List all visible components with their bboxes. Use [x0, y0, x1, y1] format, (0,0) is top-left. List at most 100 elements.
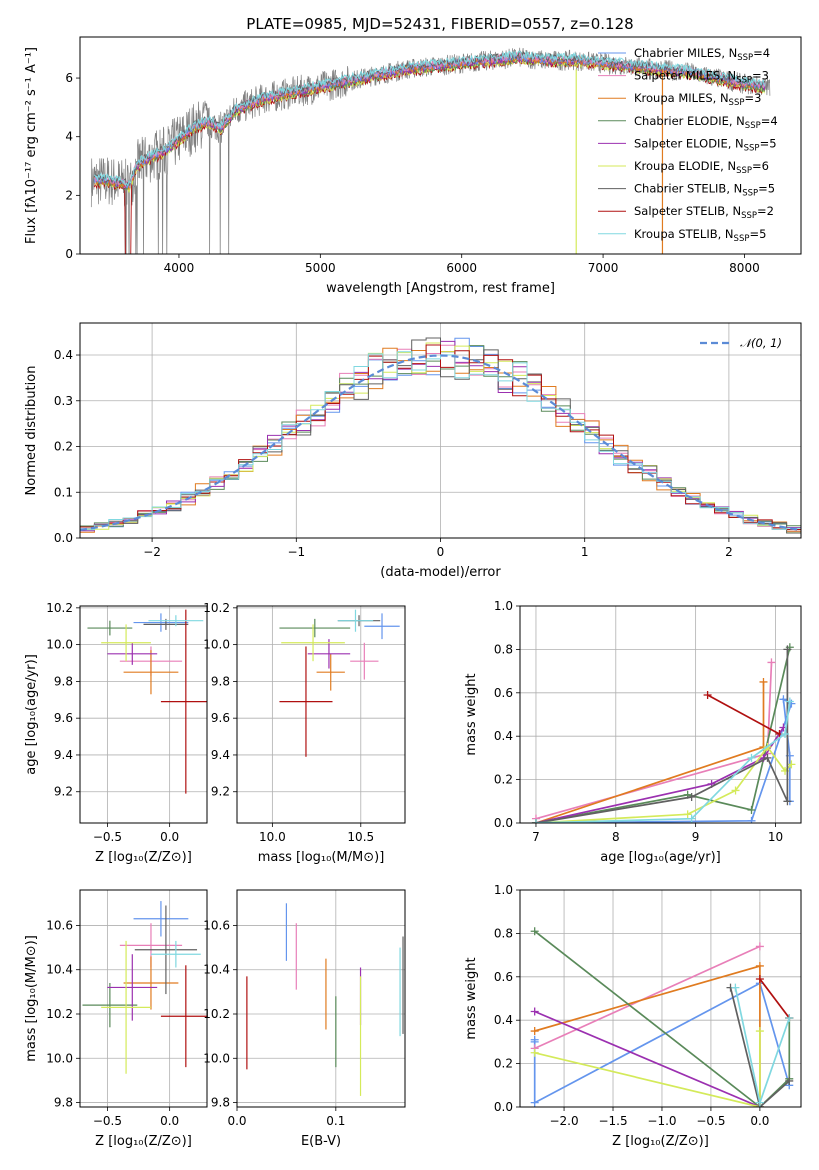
- panel-age-vs-mass: 10.0 10.5 9.2 9.4 9.6 9.8 10.0 10.2 mass [log₁₀(…: [203, 601, 406, 865]
- axes-frame: [236, 889, 406, 1108]
- y-tick-label: 9.4: [211, 748, 230, 762]
- legend-label-main: Kroupa STELIB, N: [634, 227, 734, 241]
- legend-label-sub: SSP: [737, 53, 753, 63]
- normal-distribution-curve: [80, 354, 801, 532]
- legend-label-main: Kroupa MILES, N: [634, 91, 729, 105]
- legend-label-sub: SSP: [745, 121, 761, 131]
- y-tick-label: 10.0: [46, 638, 73, 652]
- y-axis-label: Normed distribution: [24, 366, 39, 496]
- y-axis-label: mass weight: [464, 957, 479, 1039]
- legend-label-suffix: =4: [761, 114, 778, 128]
- legend-label-kroupa-miles: Kroupa MILES, NSSP=3: [634, 91, 761, 108]
- x-tick-label: −1.5: [598, 1114, 627, 1128]
- y-tick-label: 10.2: [203, 1007, 230, 1021]
- legend-label-sub: SSP: [744, 143, 760, 153]
- weight-marker-chabrier-miles: [779, 695, 788, 704]
- weight-marker-kroupa-stelib: [747, 753, 756, 762]
- axes-frame: [79, 36, 802, 255]
- x-tick-label: −1.0: [647, 1114, 676, 1128]
- x-axis-label: E(B-V): [301, 1134, 341, 1149]
- weight-marker-salpeter-elodie: [530, 1007, 539, 1016]
- panel-weight-vs-z: −2.0 −1.5 −1.0 −0.5 0.0 0.0 0.2 0.4 0.6 0.8 1.0 Z […: [464, 883, 802, 1149]
- weight-marker-kroupa-elodie: [755, 1027, 764, 1036]
- weight-marker-chabrier-elodie: [747, 805, 756, 814]
- legend-label-main: Salpeter MILES, N: [634, 69, 736, 83]
- weight-marker-kroupa-elodie: [787, 760, 796, 769]
- x-tick-label: 0.0: [160, 830, 179, 844]
- x-tick-label: 0.0: [160, 1114, 179, 1128]
- weight-marker-salpeter-stelib: [755, 974, 764, 983]
- y-tick-label: 10.6: [203, 918, 230, 932]
- y-tick-label: 10.6: [46, 918, 73, 932]
- legend-label-sub: SSP: [742, 189, 758, 199]
- weight-line-salpeter-elodie: [534, 1010, 761, 1107]
- model-spectrum-kroupa-stelib: [94, 50, 766, 187]
- panel-weight-vs-age: 7 8 9 10 0.0 0.2 0.4 0.6 0.8 1.0 age [log₁₀(age/yr…: [464, 599, 802, 865]
- x-tick-label: 10.0: [259, 830, 286, 844]
- x-axis-label: Z [log₁₀(Z/Z⊙)]: [95, 1134, 192, 1149]
- legend-label-salpeter-elodie: Salpeter ELODIE, NSSP=5: [634, 136, 777, 153]
- weight-marker-kroupa-miles: [759, 677, 768, 686]
- legend-label-sub: SSP: [729, 98, 745, 108]
- histogram-legend: 𝒩(0, 1): [700, 336, 782, 350]
- legend-label-sub: SSP: [736, 76, 752, 86]
- y-tick-label: 9.8: [211, 1096, 230, 1110]
- weight-marker-kroupa-stelib: [531, 819, 540, 823]
- x-tick-label: 0.1: [326, 1114, 345, 1128]
- legend-label-suffix: =4: [753, 46, 770, 60]
- legend-label-suffix: =5: [760, 136, 777, 150]
- y-axis-label: mass weight: [464, 673, 479, 755]
- y-axis-label: Flux [fλ10⁻¹⁷ erg cm⁻² s⁻¹ A⁻¹]: [24, 47, 39, 244]
- axes-frame: [519, 889, 802, 1108]
- x-axis-label: wavelength [Angstrom, rest frame]: [326, 281, 555, 296]
- x-tick-label: 9: [692, 830, 700, 844]
- legend-label-sub: SSP: [736, 166, 752, 176]
- plot-area: [531, 643, 796, 823]
- weight-marker-chabrier-stelib: [687, 792, 696, 801]
- legend-label-main: Chabrier MILES, N: [634, 46, 737, 60]
- x-tick-label: −0.5: [93, 1114, 122, 1128]
- legend-label-chabrier-miles: Chabrier MILES, NSSP=4: [634, 46, 770, 63]
- legend-label-main: Salpeter STELIB, N: [634, 204, 741, 218]
- x-tick-label: 7000: [588, 261, 619, 275]
- x-tick-label: 8: [612, 830, 620, 844]
- legend-label-main: Salpeter ELODIE, N: [634, 136, 744, 150]
- y-tick-label: 9.2: [54, 785, 73, 799]
- weight-line-kroupa-elodie: [534, 1031, 761, 1107]
- legend-label-main: Chabrier STELIB, N: [634, 182, 742, 196]
- y-tick-label: 1.0: [494, 599, 513, 613]
- y-tick-label: 2: [65, 188, 73, 202]
- x-tick-label: 0.0: [227, 1114, 246, 1128]
- axes-frame: [236, 605, 406, 824]
- y-tick-label: 9.8: [54, 674, 73, 688]
- panel-mass-vs-z: −0.5 0.0 9.8 10.0 10.2 10.4 10.6 Z [log₁₀(Z/Z⊙)…: [24, 889, 208, 1149]
- y-tick-label: 0.0: [54, 531, 73, 545]
- y-tick-label: 1.0: [494, 883, 513, 897]
- y-tick-label: 10.0: [46, 1051, 73, 1065]
- x-tick-label: 1: [581, 545, 589, 559]
- x-tick-label: 8000: [729, 261, 760, 275]
- x-tick-label: −2.0: [549, 1114, 578, 1128]
- legend-label-salpeter-stelib: Salpeter STELIB, NSSP=2: [634, 204, 774, 221]
- weight-line-salpeter-stelib: [759, 978, 790, 1019]
- legend-label-kroupa-elodie: Kroupa ELODIE, NSSP=6: [634, 159, 769, 176]
- weight-line-kroupa-elodie: [535, 745, 793, 823]
- y-tick-label: 0.0: [494, 816, 513, 830]
- y-tick-label: 0.6: [494, 970, 513, 984]
- legend-label-kroupa-stelib: Kroupa STELIB, NSSP=5: [634, 227, 766, 244]
- weight-marker-salpeter-stelib: [703, 690, 712, 699]
- x-tick-label: 2: [725, 545, 733, 559]
- y-tick-label: 9.4: [54, 748, 73, 762]
- weight-marker-chabrier-stelib: [763, 753, 772, 762]
- legend-label-suffix: =2: [757, 204, 774, 218]
- axes-frame: [79, 605, 208, 824]
- legend-label-normal: 𝒩(0, 1): [740, 336, 782, 350]
- plot-area: [246, 903, 404, 1096]
- y-axis-label: mass [log₁₀(M/M⊙)]: [24, 935, 39, 1062]
- weight-marker-kroupa-stelib: [731, 983, 740, 992]
- y-tick-label: 0.2: [54, 440, 73, 454]
- weight-marker-chabrier-miles: [747, 816, 756, 823]
- panels: 4000 5000 6000 7000 8000 0 2 4 6 wavelength [Angs…: [24, 36, 802, 1149]
